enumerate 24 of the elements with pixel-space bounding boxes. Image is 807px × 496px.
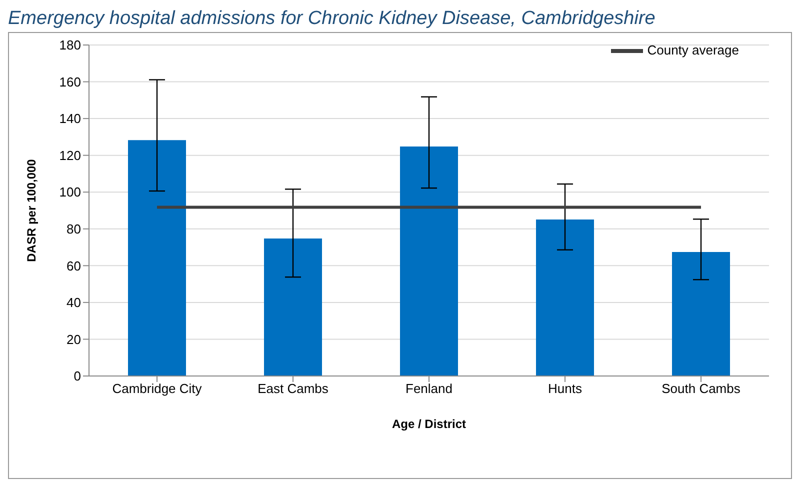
y-tick-label: 100: [59, 184, 81, 200]
y-tick-label: 0: [74, 368, 81, 384]
y-tick-label: 80: [66, 222, 81, 237]
x-tick-label: South Cambs: [662, 381, 741, 396]
y-tick-label: 160: [59, 74, 81, 90]
y-tick-label: 60: [66, 258, 81, 274]
x-tick-label: Hunts: [548, 381, 582, 396]
chart-title: Emergency hospital admissions for Chronic Kidney Disease, Cambridgeshire: [8, 8, 656, 30]
x-tick-label: Cambridge City: [112, 381, 202, 396]
y-tick-label: 20: [66, 332, 81, 347]
bar: [536, 220, 594, 376]
bar: [264, 238, 322, 376]
y-tick-label: 180: [59, 38, 81, 53]
y-tick-label: 40: [66, 295, 81, 310]
bar: [128, 140, 186, 376]
y-tick-label: 140: [59, 111, 81, 126]
x-tick-label: Fenland: [406, 381, 452, 396]
x-axis-title: Age / District: [392, 417, 466, 431]
x-tick-label: East Cambs: [258, 381, 329, 396]
y-tick-label: 120: [59, 148, 81, 163]
bar: [400, 146, 458, 376]
bar: [672, 252, 730, 376]
legend-label: County average: [647, 42, 739, 58]
y-axis-title: DASR per 100,000: [24, 158, 38, 262]
